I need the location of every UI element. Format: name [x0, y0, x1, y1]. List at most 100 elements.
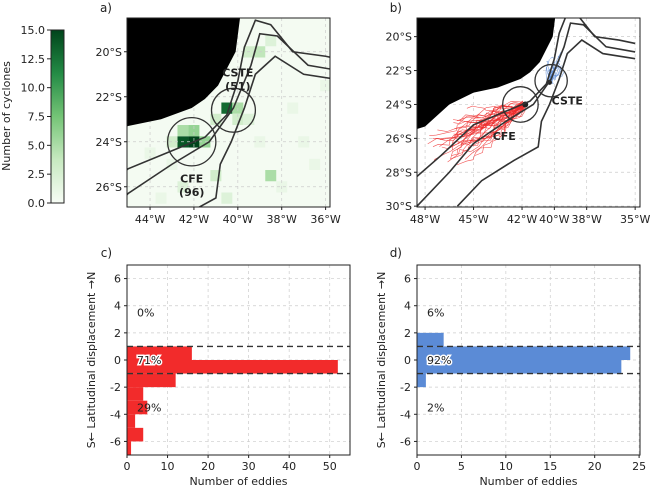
- x-tick-label: 38°W: [571, 213, 601, 226]
- heatmap-cell: [210, 113, 222, 126]
- map-panel-a: 44°W 42°W 40°W 38°W 36°W 20°S 22°S 24°S 26°S a) CS…: [96, 1, 341, 226]
- isobath-contour: [197, 55, 330, 207]
- x-tick-label: 5: [458, 460, 465, 473]
- heatmap-cell: [177, 125, 189, 137]
- cfe-track: [480, 104, 526, 141]
- y-tick-label: 4: [114, 300, 121, 313]
- map-content: [417, 18, 640, 207]
- x-tick-label: 40°W: [539, 213, 569, 226]
- y-tick-label: 20°S: [386, 31, 412, 44]
- y-tick-label: -6: [110, 435, 121, 448]
- x-tick-label: 20: [588, 460, 602, 473]
- histogram-bar: [417, 373, 426, 388]
- cfe-track: [456, 104, 526, 166]
- y-tick-label: 24°S: [386, 98, 412, 111]
- x-tick-label: 15: [543, 460, 557, 473]
- heatmap-cell: [221, 192, 233, 204]
- colorbar-tick-label: 0.0: [28, 197, 46, 210]
- x-tick-label: 30: [242, 460, 256, 473]
- y-tick-label: 6: [404, 273, 411, 286]
- cste-circle: [534, 63, 568, 98]
- heatmap-cell: [287, 102, 299, 114]
- axes-frame: [416, 17, 641, 208]
- x-tick-label: 0: [124, 460, 131, 473]
- histogram-bar: [127, 427, 144, 442]
- cfe-track: [454, 104, 526, 129]
- cste-label: CSTE: [552, 94, 583, 107]
- colorbar-tick-label: 7.5: [28, 111, 46, 124]
- y-tick-label: 0: [114, 354, 121, 367]
- y-tick-label: 2: [404, 327, 411, 340]
- colorbar-tick-label: 12.5: [21, 53, 46, 66]
- percent-label: 0%: [137, 307, 154, 320]
- heatmap-cell: [265, 35, 277, 47]
- percent-label: 71%: [137, 354, 161, 367]
- colorbar-tick-label: 15.0: [21, 24, 46, 37]
- x-tick-label: 25: [632, 460, 646, 473]
- x-tick-label: 40°W: [223, 213, 253, 226]
- percent-label: 6%: [427, 307, 444, 320]
- y-tick-label: -2: [110, 381, 121, 394]
- heatmap-cell: [320, 80, 330, 92]
- x-axis-label: Number of eddies: [479, 475, 577, 488]
- isobath-contour: [456, 39, 636, 207]
- percent-label: 2%: [427, 402, 444, 415]
- y-tick-label: 22°S: [96, 91, 122, 104]
- cfe-label: CFE: [493, 130, 516, 143]
- percent-label: 29%: [137, 402, 161, 415]
- cfe-track: [439, 102, 526, 147]
- y-tick-label: 28°S: [386, 166, 412, 179]
- y-tick-label: 20°S: [96, 46, 122, 59]
- heatmap-cell: [188, 125, 200, 137]
- isobath-contour: [127, 32, 330, 197]
- histogram-bar: [417, 346, 631, 360]
- y-axis-label: S← Latitudinal displacement →N: [375, 272, 388, 449]
- y-tick-label: 30°S: [386, 200, 412, 213]
- x-tick-label: 20: [201, 460, 215, 473]
- heatmap-cell: [309, 158, 321, 171]
- cfe-track: [427, 104, 526, 145]
- y-tick-label: 22°S: [386, 65, 412, 78]
- percent-label: 92%: [427, 354, 451, 367]
- cfe-track: [456, 104, 526, 154]
- land: [127, 18, 241, 127]
- histogram-bar: [127, 414, 136, 428]
- isobath-contour: [127, 19, 330, 171]
- x-tick-label: 48°W: [410, 213, 440, 226]
- y-tick-label: 4: [404, 300, 411, 313]
- x-tick-label: 35°W: [620, 213, 650, 226]
- cfe-count: (96): [179, 186, 204, 199]
- histogram-bar: [417, 332, 444, 347]
- cfe-circle: [501, 86, 539, 123]
- x-tick-label: 40: [282, 460, 296, 473]
- cfe-track: [437, 104, 526, 132]
- land: [417, 18, 556, 130]
- panel-label: c): [101, 246, 112, 260]
- y-tick-label: 0: [404, 354, 411, 367]
- histogram-panel-d): 6% 92% 2% 0 5 10 15 20 25 -6 -4 -2 0 2 4 6 Number of edd…: [375, 246, 646, 488]
- y-tick-label: -2: [400, 381, 411, 394]
- x-tick-label: 10: [161, 460, 175, 473]
- y-tick-label: 24°S: [96, 136, 122, 149]
- colorbar-tick-label: 2.5: [28, 168, 46, 181]
- y-axis-label: S← Latitudinal displacement →N: [85, 272, 98, 449]
- cste-label: CSTE: [222, 67, 253, 80]
- histogram-bar: [127, 387, 144, 401]
- y-tick-label: -6: [400, 435, 411, 448]
- x-tick-label: 50: [323, 460, 337, 473]
- y-tick-label: 26°S: [96, 181, 122, 194]
- cfe-track: [453, 100, 526, 124]
- x-tick-label: 38°W: [267, 213, 297, 226]
- x-tick-label: 0: [414, 460, 421, 473]
- x-tick-label: 44°W: [135, 213, 165, 226]
- axes-frame: [126, 17, 331, 208]
- colorbar-tick-label: 10.0: [21, 82, 46, 95]
- x-tick-label: 10: [499, 460, 513, 473]
- panel-label: b): [390, 1, 402, 15]
- colorbar-label: Number of cyclones: [0, 61, 13, 171]
- isobath-contour: [417, 22, 636, 207]
- y-tick-label: -4: [110, 408, 121, 421]
- heatmap-cell: [155, 192, 167, 204]
- cfe-circle: [166, 116, 217, 167]
